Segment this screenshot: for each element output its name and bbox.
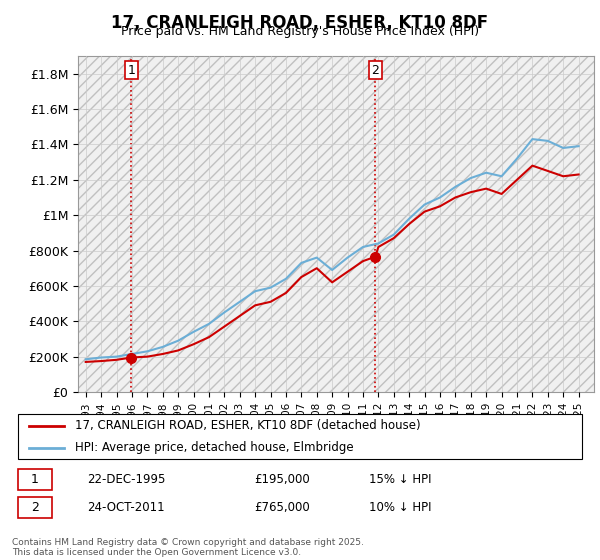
Bar xyxy=(78,56,594,392)
Text: HPI: Average price, detached house, Elmbridge: HPI: Average price, detached house, Elmb… xyxy=(76,441,354,454)
Text: 17, CRANLEIGH ROAD, ESHER, KT10 8DF: 17, CRANLEIGH ROAD, ESHER, KT10 8DF xyxy=(112,14,488,32)
Text: 1: 1 xyxy=(128,64,136,77)
Text: £765,000: £765,000 xyxy=(254,501,310,514)
Text: 15% ↓ HPI: 15% ↓ HPI xyxy=(369,473,431,486)
Text: Price paid vs. HM Land Registry's House Price Index (HPI): Price paid vs. HM Land Registry's House … xyxy=(121,25,479,38)
Text: 17, CRANLEIGH ROAD, ESHER, KT10 8DF (detached house): 17, CRANLEIGH ROAD, ESHER, KT10 8DF (det… xyxy=(76,419,421,432)
Text: £195,000: £195,000 xyxy=(254,473,310,486)
Text: 1: 1 xyxy=(31,473,39,486)
Text: Contains HM Land Registry data © Crown copyright and database right 2025.
This d: Contains HM Land Registry data © Crown c… xyxy=(12,538,364,557)
Text: 24-OCT-2011: 24-OCT-2011 xyxy=(87,501,164,514)
Text: 2: 2 xyxy=(371,64,379,77)
Text: 10% ↓ HPI: 10% ↓ HPI xyxy=(369,501,431,514)
FancyBboxPatch shape xyxy=(18,469,52,490)
FancyBboxPatch shape xyxy=(18,414,582,459)
FancyBboxPatch shape xyxy=(18,497,52,518)
Text: 2: 2 xyxy=(31,501,39,514)
Text: 22-DEC-1995: 22-DEC-1995 xyxy=(87,473,165,486)
